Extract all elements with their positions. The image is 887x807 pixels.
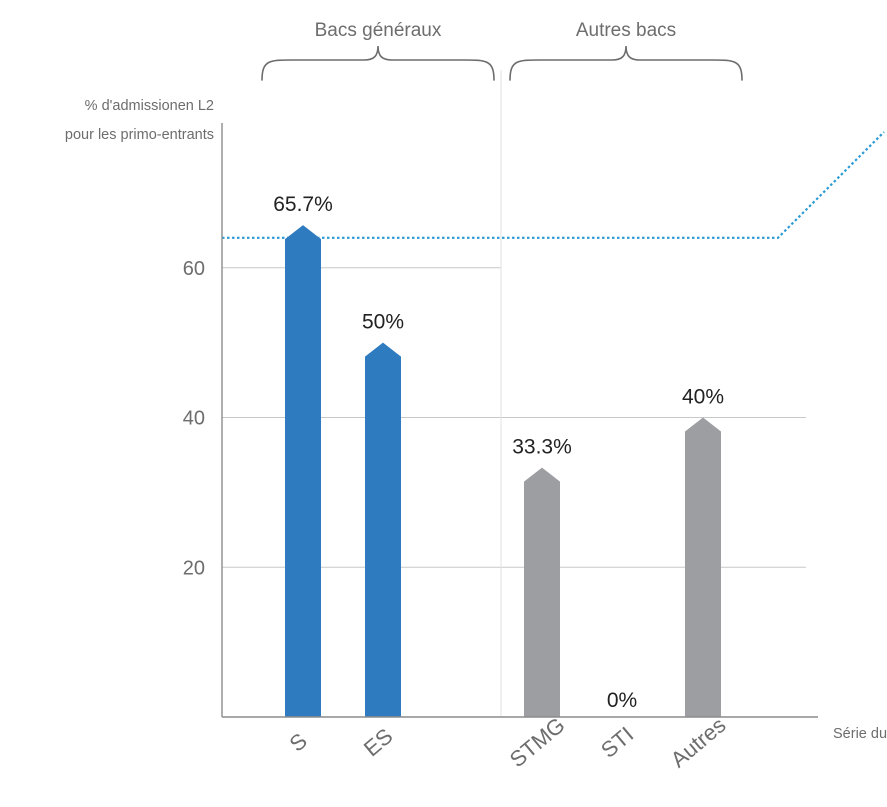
x-axis-title: Série du bac	[833, 726, 887, 742]
value-label: 0%	[607, 689, 637, 712]
group-title: Bacs généraux	[315, 20, 442, 41]
y-axis-title-line2: pour les primo-entrants	[65, 127, 214, 143]
group-brace-bacs-generaux	[261, 45, 495, 81]
bar-autres	[685, 417, 721, 717]
bar-s	[285, 225, 321, 718]
labels: 65.7% 50% 33.3% 0% 40% 20 40 60 S ES STMG STI Autres…	[65, 20, 887, 772]
axes	[221, 123, 818, 718]
bar-stmg	[524, 467, 560, 717]
reference-line	[222, 131, 885, 239]
x-tick-label: S	[285, 728, 312, 757]
value-label: 33.3%	[512, 436, 572, 459]
group-brace-autres-bacs	[509, 45, 743, 81]
reference-lines	[222, 131, 885, 239]
value-label: 50%	[362, 311, 404, 334]
y-tick-label: 40	[183, 408, 205, 430]
value-label: 65.7%	[273, 193, 333, 216]
x-tick-label: Autres	[666, 712, 731, 772]
y-axis-title-line1: % d'admissionen L2	[85, 98, 214, 114]
x-tick-label: STI	[596, 722, 638, 763]
bars	[285, 225, 721, 718]
y-tick-label: 60	[183, 258, 205, 280]
group-title: Autres bacs	[576, 20, 676, 41]
bar-es	[365, 342, 401, 717]
x-tick-label: STMG	[505, 712, 570, 772]
value-label: 40%	[682, 386, 724, 409]
x-tick-label: ES	[359, 723, 398, 761]
y-tick-label: 20	[183, 557, 205, 579]
